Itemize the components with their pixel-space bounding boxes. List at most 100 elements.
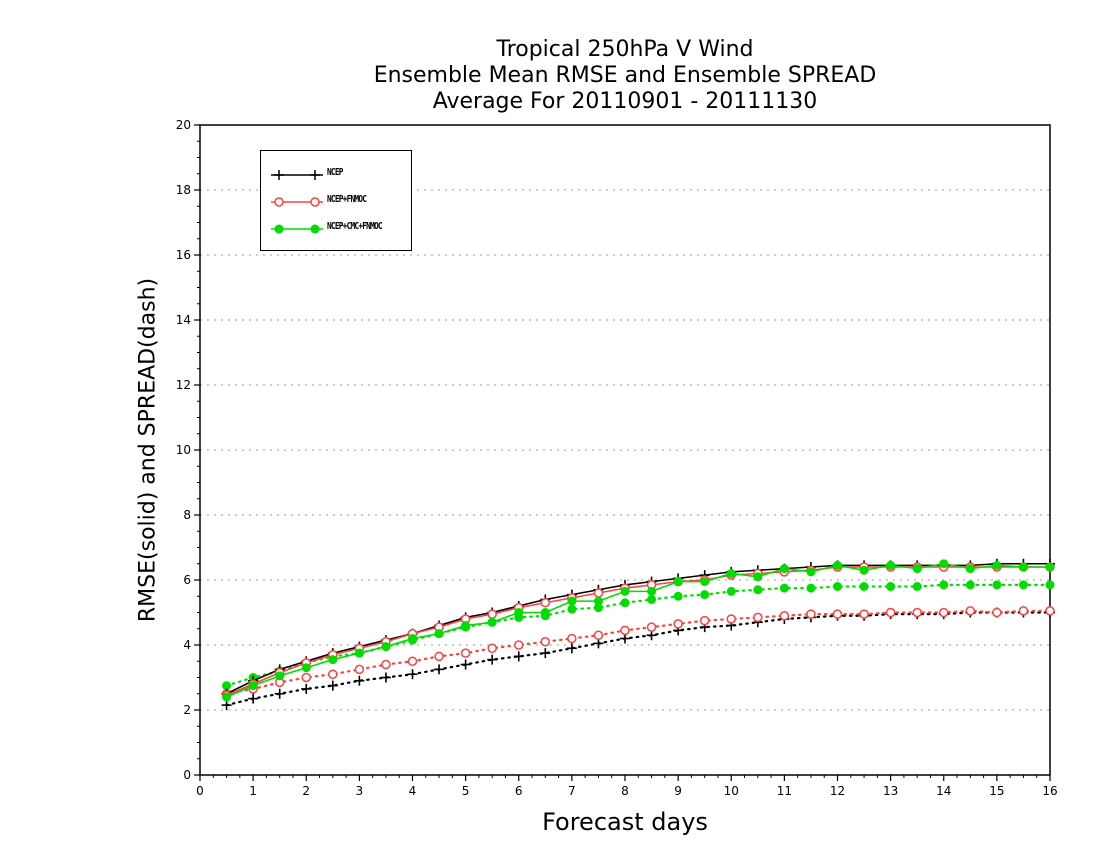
data-point (274, 688, 285, 699)
legend-item-ncep-cmc-fnmoc: NCEP+CMC+FNMOC (261, 219, 411, 239)
legend-label-ncep-fnmoc: NCEP+FNMOC (327, 194, 367, 205)
data-point (753, 572, 763, 582)
x-tick-label: 2 (302, 784, 310, 798)
data-point (381, 659, 391, 670)
data-point (832, 609, 843, 619)
data-point (593, 596, 603, 606)
data-point (354, 664, 365, 675)
data-point (912, 564, 922, 574)
data-point (965, 564, 975, 574)
data-point (380, 672, 391, 683)
data-point (939, 607, 949, 618)
legend-swatch-ncep-fnmoc (271, 197, 323, 207)
data-point (540, 648, 551, 659)
data-point (886, 582, 896, 591)
x-tick-label: 13 (883, 784, 898, 798)
y-tick-label: 6 (183, 573, 191, 587)
data-point (593, 638, 604, 649)
data-point (408, 634, 417, 643)
data-point (753, 585, 763, 595)
data-point (620, 633, 630, 644)
data-point (514, 608, 524, 617)
data-point (806, 583, 816, 593)
data-point (833, 560, 842, 570)
data-point (540, 598, 551, 608)
data-point (939, 559, 949, 569)
data-point (620, 598, 630, 608)
data-point (859, 565, 869, 575)
x-tick-label: 4 (409, 784, 417, 798)
data-point (806, 567, 816, 577)
x-tick-label: 6 (515, 784, 523, 798)
data-point (1018, 562, 1028, 572)
data-point (301, 672, 311, 683)
legend-label-ncep: NCEP (327, 167, 343, 178)
data-point (699, 615, 710, 626)
data-point (354, 648, 364, 658)
data-point (434, 629, 444, 639)
y-tick-label: 2 (183, 703, 191, 717)
legend-swatch-ncep (271, 170, 323, 180)
data-point (328, 669, 338, 679)
data-point (647, 586, 657, 596)
data-point (248, 681, 258, 691)
y-tick-label: 20 (176, 118, 191, 132)
x-tick-label: 3 (356, 784, 364, 798)
data-point (1018, 606, 1029, 616)
data-point (487, 643, 497, 653)
data-point (1045, 606, 1055, 616)
legend-item-ncep: NCEP (261, 165, 411, 185)
data-point (992, 560, 1002, 570)
data-point (833, 582, 842, 591)
legend-label-ncep-cmc-fnmoc: NCEP+CMC+FNMOC (327, 221, 383, 232)
data-point (460, 648, 471, 658)
data-point (222, 681, 232, 691)
x-tick-label: 7 (568, 784, 576, 798)
series-line (225, 611, 1052, 707)
data-point (460, 659, 471, 670)
data-point (646, 630, 657, 641)
data-point (354, 675, 365, 686)
data-point (301, 663, 311, 673)
x-axis-label: Forecast days (542, 808, 708, 836)
data-point (646, 622, 657, 632)
data-point (700, 577, 710, 587)
data-point (513, 651, 524, 662)
data-point (647, 595, 657, 604)
data-point (753, 612, 763, 623)
x-tick-label: 16 (1042, 784, 1057, 798)
data-point (381, 642, 391, 652)
y-tick-label: 12 (176, 378, 191, 392)
data-point (806, 609, 816, 619)
data-point (327, 680, 338, 691)
data-point (726, 569, 736, 578)
data-point (912, 607, 922, 618)
x-tick-label: 11 (777, 784, 792, 798)
data-point (487, 617, 497, 627)
y-tick-label: 16 (176, 248, 191, 262)
y-tick-label: 18 (176, 183, 191, 197)
chart-title-line-3: Average For 20110901 - 20111130 (432, 89, 818, 114)
data-point (593, 588, 604, 598)
data-point (859, 609, 869, 619)
data-point (779, 564, 789, 574)
data-point (992, 607, 1002, 618)
data-point (593, 603, 603, 613)
series-layer (221, 558, 1055, 711)
legend-swatch-ncep-cmc-fnmoc (271, 224, 323, 234)
data-point (461, 621, 471, 630)
data-point (567, 633, 577, 644)
x-tick-label: 1 (249, 784, 257, 798)
data-point (540, 637, 551, 647)
data-point (779, 611, 790, 621)
series-ncep-fnmoc-spread (221, 606, 1055, 699)
chart-title-line-2: Ensemble Mean RMSE and Ensemble SPREAD (373, 63, 877, 88)
legend-item-ncep-fnmoc: NCEP+FNMOC (261, 192, 411, 212)
data-point (726, 586, 736, 596)
data-point (567, 604, 577, 614)
data-point (275, 671, 285, 681)
data-point (673, 577, 683, 587)
x-tick-label: 14 (936, 784, 951, 798)
x-tick-label: 8 (621, 784, 629, 798)
